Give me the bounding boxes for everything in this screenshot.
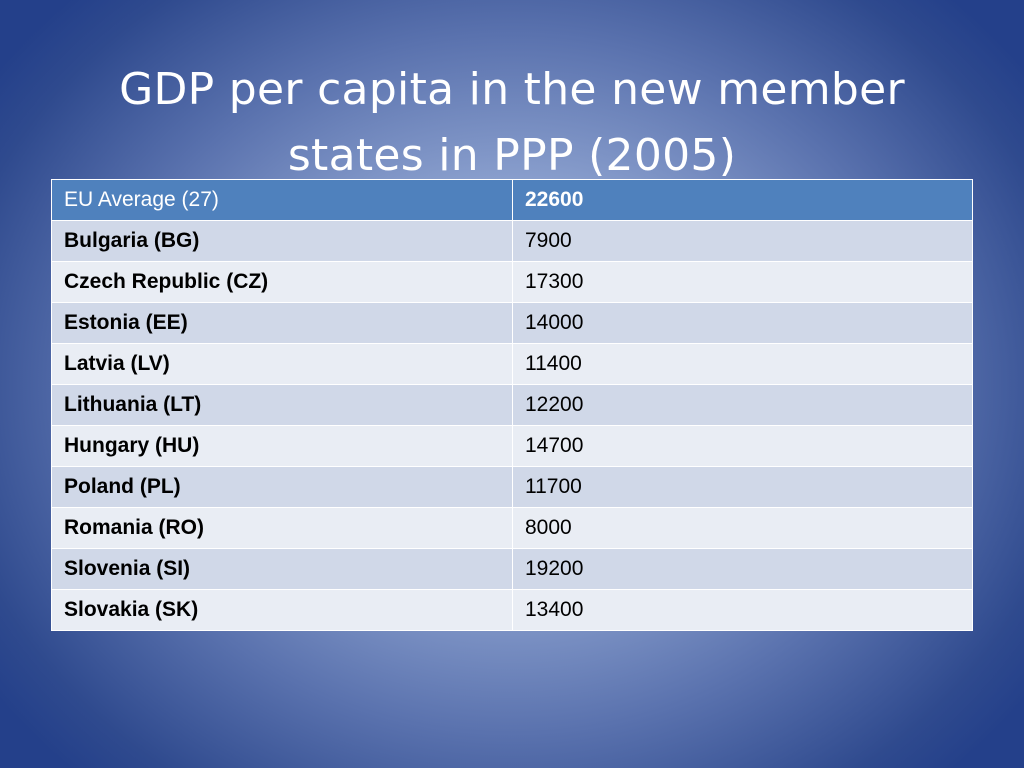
slide-title: GDP per capita in the new member states … [0, 57, 1024, 189]
table-row: Poland (PL) 11700 [51, 466, 973, 508]
table-row: Czech Republic (CZ) 17300 [51, 261, 973, 303]
table-row: Latvia (LV) 11400 [51, 343, 973, 385]
country-cell: Estonia (EE) [51, 302, 513, 344]
country-cell: Hungary (HU) [51, 425, 513, 467]
table-row: Slovakia (SK) 13400 [51, 589, 973, 631]
slide-title-line-1: GDP per capita in the new member [119, 64, 905, 116]
header-value-cell: 22600 [512, 179, 973, 221]
table-header-row: EU Average (27) 22600 [51, 179, 973, 221]
country-cell: Lithuania (LT) [51, 384, 513, 426]
table-row: Lithuania (LT) 12200 [51, 384, 973, 426]
table-row: Hungary (HU) 14700 [51, 425, 973, 467]
value-cell: 13400 [512, 589, 973, 631]
value-cell: 11700 [512, 466, 973, 508]
table-row: Bulgaria (BG) 7900 [51, 220, 973, 262]
value-cell: 12200 [512, 384, 973, 426]
value-cell: 11400 [512, 343, 973, 385]
value-cell: 14000 [512, 302, 973, 344]
country-cell: Poland (PL) [51, 466, 513, 508]
country-cell: Romania (RO) [51, 507, 513, 549]
country-cell: Bulgaria (BG) [51, 220, 513, 262]
header-country-cell: EU Average (27) [51, 179, 513, 221]
country-cell: Slovenia (SI) [51, 548, 513, 590]
value-cell: 8000 [512, 507, 973, 549]
value-cell: 17300 [512, 261, 973, 303]
country-cell: Latvia (LV) [51, 343, 513, 385]
table-row: Estonia (EE) 14000 [51, 302, 973, 344]
table-row: Slovenia (SI) 19200 [51, 548, 973, 590]
country-cell: Czech Republic (CZ) [51, 261, 513, 303]
value-cell: 14700 [512, 425, 973, 467]
slide-title-line-2: states in PPP (2005) [287, 130, 737, 182]
value-cell: 19200 [512, 548, 973, 590]
gdp-table: EU Average (27) 22600 Bulgaria (BG) 7900… [51, 179, 973, 631]
value-cell: 7900 [512, 220, 973, 262]
country-cell: Slovakia (SK) [51, 589, 513, 631]
table-row: Romania (RO) 8000 [51, 507, 973, 549]
